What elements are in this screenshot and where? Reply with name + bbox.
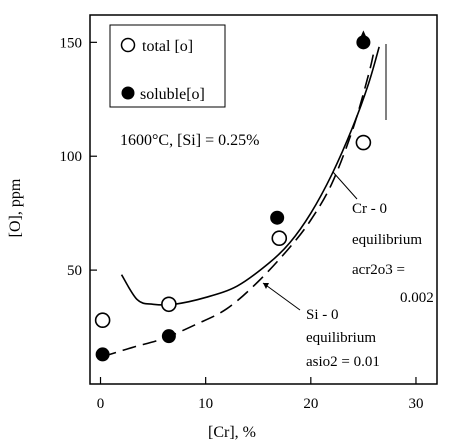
si-o-label-line-3: asio2 = 0.01 [306, 354, 380, 370]
x-tick-label: 20 [303, 396, 318, 412]
data-point-total [161, 296, 177, 313]
cr-o-label-line-3: acr2o3 = [352, 262, 405, 278]
x-tick-label: 30 [408, 396, 423, 412]
up-arrowhead [359, 30, 368, 40]
y-axis: 50 100 150 [60, 35, 97, 279]
points-layer [94, 30, 372, 362]
y-axis-title: [O], ppm [7, 178, 24, 237]
x-tick-label: 10 [198, 396, 213, 412]
legend-label-total: total [o] [142, 38, 193, 55]
y-tick-label: 50 [67, 263, 82, 279]
legend-box [109, 24, 226, 108]
cr-o-annotation: Cr - 0 equilibrium acr2o3 = 0.002 [332, 171, 434, 306]
plot-frame [89, 14, 438, 385]
data-point-total [94, 312, 111, 329]
legend: total [o] soluble[o] [109, 24, 226, 108]
legend-filled-circle-marker [121, 86, 135, 100]
cr-o-label-line-4: 0.002 [400, 290, 434, 306]
legend-label-soluble: soluble[o] [140, 86, 205, 103]
cr-o-label-line-1: Cr - 0 [352, 201, 387, 217]
x-axis: 0 10 20 30 [97, 377, 423, 412]
si-o-leader-arrowhead [263, 283, 269, 289]
x-tick-label: 0 [97, 396, 105, 412]
y-tick-label: 150 [60, 35, 83, 51]
si-o-leader-line [262, 282, 301, 311]
si-o-label-line-1: Si - 0 [306, 307, 339, 323]
x-axis-title: [Cr], % [208, 424, 256, 441]
si-o-equilibrium-curve [102, 51, 375, 358]
si-o-label-line-2: equilibrium [306, 330, 376, 346]
data-point-soluble [270, 210, 285, 225]
data-point-soluble [161, 329, 176, 344]
y-tick-label: 100 [60, 149, 83, 165]
cr-o-leader-line [332, 171, 358, 200]
data-point-soluble [95, 347, 110, 362]
condition-label: 1600°C, [Si] = 0.25% [120, 132, 259, 149]
curves-layer [102, 46, 380, 358]
data-point-total [271, 230, 288, 247]
data-point-total [355, 134, 372, 151]
legend-open-circle-marker [120, 37, 136, 53]
si-o-annotation: Si - 0 equilibrium asio2 = 0.01 [262, 282, 380, 370]
cr-o-label-line-2: equilibrium [352, 232, 422, 248]
